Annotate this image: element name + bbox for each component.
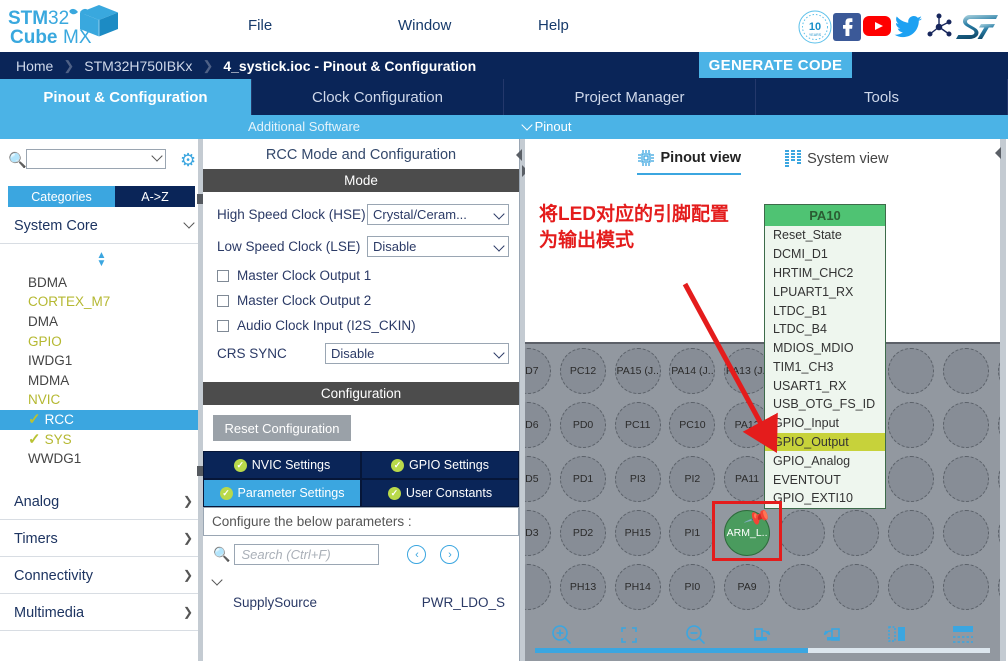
svg-text:YEARS: YEARS — [809, 33, 822, 37]
svg-text:10: 10 — [809, 21, 821, 33]
svg-text:32: 32 — [48, 8, 69, 29]
svg-text:Cube: Cube — [10, 27, 58, 48]
svg-text:STM: STM — [8, 8, 48, 29]
svg-text:MX: MX — [63, 27, 92, 48]
